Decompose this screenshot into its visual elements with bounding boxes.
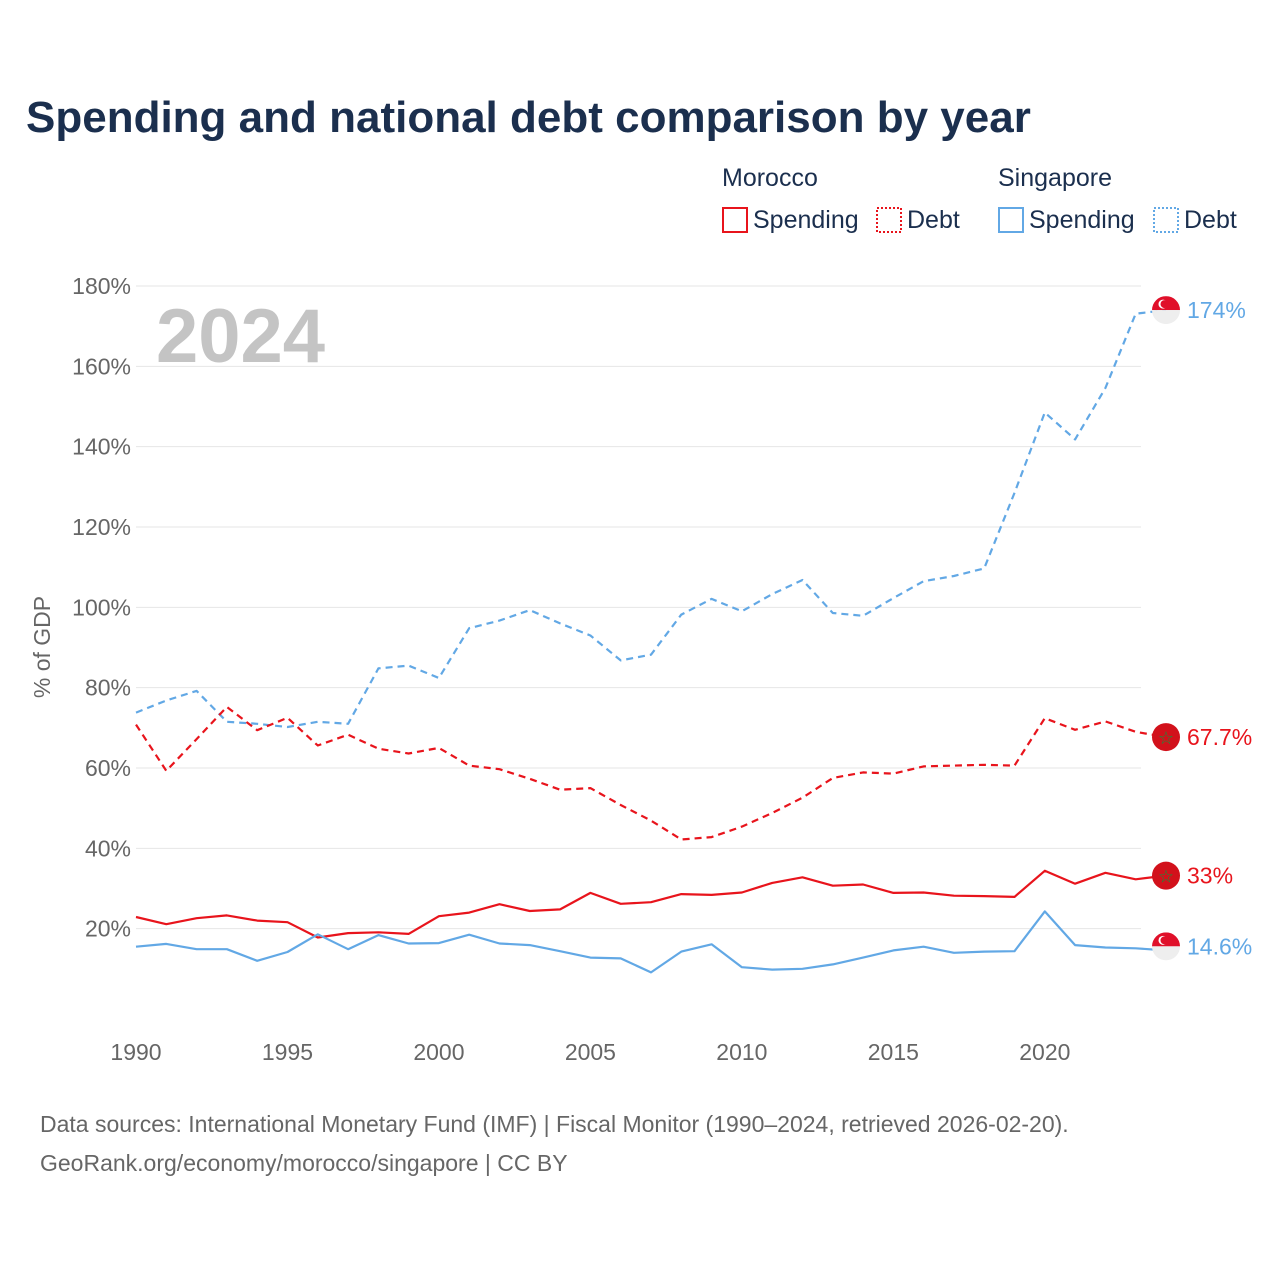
- y-tick-label: 120%: [72, 514, 131, 540]
- series-lines: [135, 309, 1167, 974]
- x-tick-label: 1990: [110, 1039, 161, 1065]
- y-tick-label: 40%: [85, 835, 131, 861]
- series-line-singapore-debt: [135, 309, 1167, 729]
- morocco-flag-disc: [1152, 723, 1180, 752]
- y-tick-label: 180%: [72, 273, 131, 299]
- y-tick-label: 140%: [72, 434, 131, 460]
- series-line-morocco-debt: [135, 705, 1167, 841]
- end-label-morocco-spending: 33%: [1187, 863, 1233, 889]
- morocco-star-icon: ☆: [1158, 867, 1174, 888]
- end-markers: 174% ☆ 67.7% ☆ 33% 14.6%: [1152, 296, 1252, 961]
- legend: Morocco Spending Debt Singapore Spending…: [722, 164, 1237, 234]
- series-line-morocco-spending: [135, 869, 1167, 939]
- x-tick-label: 2010: [716, 1039, 767, 1065]
- legend-swatch-singapore-spending: [998, 207, 1024, 233]
- singapore-flag-icon: [1152, 932, 1180, 961]
- legend-item-morocco-spending: Spending: [753, 206, 859, 234]
- x-tick-label: 2020: [1019, 1039, 1070, 1065]
- singapore-flag-icon: [1152, 296, 1180, 325]
- x-tick-label: 2015: [868, 1039, 919, 1065]
- legend-swatch-singapore-debt: [1153, 207, 1179, 233]
- morocco-flag-disc: [1152, 861, 1180, 890]
- legend-item-morocco-debt: Debt: [907, 206, 960, 234]
- x-tick-label: 1995: [262, 1039, 313, 1065]
- year-badge: 2024: [156, 294, 325, 379]
- singapore-crescent-cut: [1160, 936, 1169, 945]
- morocco-flag-icon: ☆: [1152, 723, 1180, 752]
- legend-group-morocco: Morocco: [722, 164, 818, 192]
- y-tick-label: 160%: [72, 353, 131, 379]
- end-label-singapore-debt: 174%: [1187, 297, 1246, 323]
- source-line-1: Data sources: International Monetary Fun…: [40, 1111, 1069, 1137]
- legend-swatch-morocco-spending: [722, 207, 748, 233]
- gridlines: [136, 285, 1141, 930]
- end-label-singapore-spending: 14.6%: [1187, 933, 1252, 959]
- x-tick-label: 2005: [565, 1039, 616, 1065]
- singapore-flag-bottom: [1152, 310, 1180, 325]
- end-label-morocco-debt: 67.7%: [1187, 724, 1252, 750]
- y-axis-ticks: 20% 40% 60% 80% 100% 120% 140% 160% 180%: [72, 273, 131, 942]
- legend-group-singapore: Singapore: [998, 164, 1112, 192]
- singapore-flag-bottom: [1152, 946, 1180, 961]
- morocco-star-icon: ☆: [1158, 728, 1174, 749]
- y-tick-label: 80%: [85, 675, 131, 701]
- x-axis-ticks: 1990 1995 2000 2005 2010 2015 2020: [110, 1039, 1070, 1065]
- y-axis-label: % of GDP: [29, 596, 55, 698]
- series-line-singapore-spending: [135, 910, 1167, 974]
- morocco-flag-icon: ☆: [1152, 861, 1180, 890]
- legend-item-singapore-debt: Debt: [1184, 206, 1237, 234]
- y-tick-label: 60%: [85, 755, 131, 781]
- legend-swatch-morocco-debt: [876, 207, 902, 233]
- y-tick-label: 100%: [72, 594, 131, 620]
- legend-item-singapore-spending: Spending: [1029, 206, 1135, 234]
- singapore-crescent-cut: [1160, 300, 1169, 309]
- x-tick-label: 2000: [413, 1039, 464, 1065]
- y-tick-label: 20%: [85, 916, 131, 942]
- chart-title: Spending and national debt comparison by…: [26, 93, 1031, 142]
- source-line-2: GeoRank.org/economy/morocco/singapore | …: [40, 1150, 568, 1176]
